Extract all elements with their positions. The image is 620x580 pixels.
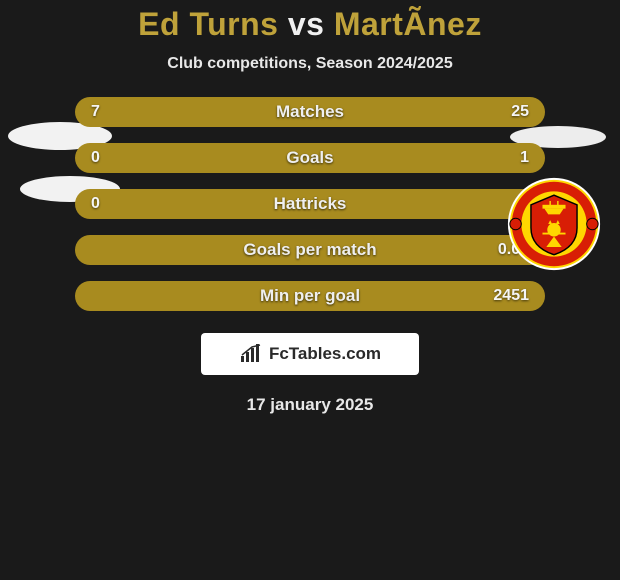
stat-label: Goals per match <box>75 240 545 260</box>
stat-row-hattricks: 0 Hattricks 0 <box>75 189 545 219</box>
stat-row-goals: 0 Goals 1 <box>75 143 545 173</box>
stats-list: 7 Matches 25 0 Goals 1 0 Hattricks 0 Goa… <box>75 97 545 311</box>
title-right: MartÃ­nez <box>334 6 482 42</box>
brand-logo[interactable]: FcTables.com <box>201 333 419 375</box>
brand-text: FcTables.com <box>269 344 381 364</box>
stat-right: 25 <box>481 103 529 121</box>
date-label: 17 january 2025 <box>247 395 374 415</box>
stat-label: Goals <box>75 148 545 168</box>
stat-right: 1 <box>481 149 529 167</box>
stat-label: Min per goal <box>75 286 545 306</box>
bar-chart-icon <box>239 344 265 364</box>
subtitle: Club competitions, Season 2024/2025 <box>167 55 452 73</box>
stat-row-mpg: Min per goal 2451 <box>75 281 545 311</box>
stat-left: 0 <box>91 149 139 167</box>
title-left: Ed Turns <box>138 6 278 42</box>
page-title: Ed Turns vs MartÃ­nez <box>138 6 482 43</box>
title-vs: vs <box>288 6 325 42</box>
stat-left: 0 <box>91 195 139 213</box>
stat-row-gpm: Goals per match 0.04 <box>75 235 545 265</box>
club-crest-icon <box>506 176 602 272</box>
stat-left: 7 <box>91 103 139 121</box>
stat-right: 2451 <box>481 287 529 305</box>
stat-label: Hattricks <box>75 194 545 214</box>
stat-row-matches: 7 Matches 25 <box>75 97 545 127</box>
stat-label: Matches <box>75 102 545 122</box>
